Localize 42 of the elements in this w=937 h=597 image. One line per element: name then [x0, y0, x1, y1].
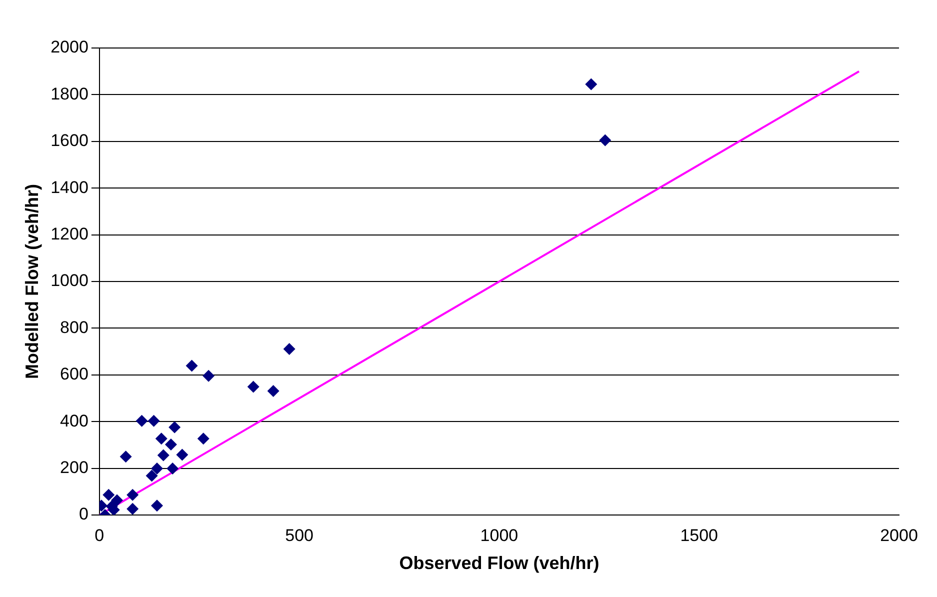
x-tick-label: 1000 [480, 526, 518, 545]
point [126, 502, 139, 515]
x-tick-label: 2000 [880, 526, 918, 545]
point [164, 438, 177, 450]
point [150, 500, 163, 512]
y-tick-label: 200 [60, 458, 88, 477]
point [283, 342, 296, 355]
y-tick-label: 800 [60, 318, 88, 337]
point [148, 414, 160, 427]
point [197, 432, 210, 445]
point [155, 432, 168, 445]
point [126, 488, 139, 501]
y-tick-label: 400 [60, 411, 88, 430]
point [599, 134, 612, 146]
point [120, 450, 132, 463]
point [267, 385, 280, 398]
y-tick-label: 1800 [50, 84, 88, 104]
point [168, 421, 181, 434]
point [166, 462, 179, 475]
point [146, 470, 158, 482]
point [202, 370, 215, 382]
point [186, 360, 198, 372]
point [176, 448, 188, 461]
y-tick-label: 1400 [50, 178, 88, 197]
y-tick-label: 1600 [50, 131, 88, 150]
point [102, 488, 115, 501]
x-axis-title: Observed Flow (veh/hr) [399, 553, 600, 574]
x-tick-label: 500 [285, 526, 314, 545]
y-tick-label: 0 [78, 504, 88, 524]
point [247, 380, 260, 393]
x-tick-label: 1500 [680, 526, 718, 545]
point [585, 78, 598, 90]
y-tick-label: 1000 [50, 271, 88, 290]
x-tick-label: 0 [94, 526, 104, 545]
y-axis-title: Modelled Flow (veh/hr) [22, 184, 42, 380]
y-tick-label: 1200 [50, 224, 88, 244]
point [157, 449, 170, 462]
y-tick-label: 2000 [50, 38, 88, 57]
y-tick-label: 600 [60, 364, 88, 384]
point [136, 414, 148, 427]
point [111, 494, 124, 506]
point [150, 462, 163, 475]
